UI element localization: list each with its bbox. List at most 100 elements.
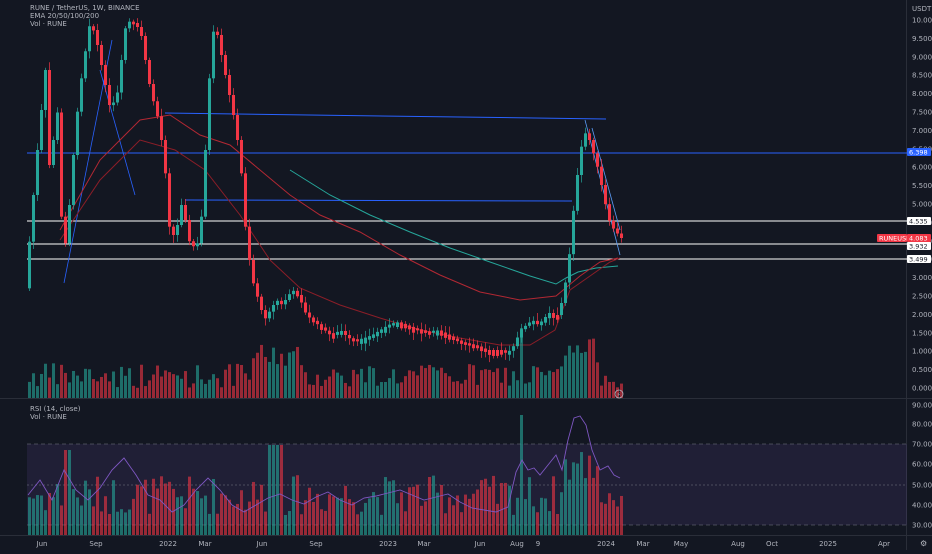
candle[interactable] [284,300,287,305]
candle[interactable] [188,220,191,242]
candle[interactable] [588,133,591,140]
candle[interactable] [392,323,395,326]
candle[interactable] [408,325,411,330]
candle[interactable] [356,339,359,342]
candle[interactable] [292,290,295,295]
candle[interactable] [596,153,599,167]
candle[interactable] [148,60,151,84]
candle[interactable] [164,140,167,174]
candle[interactable] [252,260,255,284]
candle[interactable] [552,313,555,318]
candle[interactable] [204,150,207,217]
candle[interactable] [616,228,619,234]
candle[interactable] [600,166,603,185]
candle[interactable] [412,326,415,333]
candle[interactable] [416,328,419,331]
candle[interactable] [452,336,455,341]
candle[interactable] [272,305,275,312]
candle[interactable] [200,216,203,244]
candle[interactable] [228,75,231,95]
candle[interactable] [308,312,311,318]
candle[interactable] [360,338,363,344]
candle[interactable] [256,283,259,297]
candle[interactable] [60,112,63,217]
candle[interactable] [448,334,451,340]
candle[interactable] [396,322,399,327]
candle[interactable] [516,337,519,347]
candle[interactable] [472,344,475,349]
ema-line[interactable] [59,139,621,346]
candle[interactable] [496,350,499,356]
ema-line[interactable] [59,114,619,301]
ema-legend[interactable]: EMA 20/50/100/200 [30,12,100,20]
candle[interactable] [536,320,539,325]
candle[interactable] [348,335,351,339]
candle[interactable] [436,330,439,336]
candle[interactable] [504,350,507,353]
currency-label[interactable]: USDT [912,5,932,13]
candle[interactable] [404,323,407,329]
candle[interactable] [344,331,347,335]
candle[interactable] [128,21,131,29]
candle[interactable] [352,338,355,342]
candle[interactable] [168,173,171,227]
candle[interactable] [268,311,271,319]
candle[interactable] [172,226,175,235]
candle[interactable] [300,295,303,303]
candle[interactable] [240,140,243,174]
rsi-title[interactable]: RSI (14, close) [30,405,81,413]
candle[interactable] [276,300,279,305]
candle[interactable] [244,173,247,227]
candle[interactable] [48,70,51,165]
candle[interactable] [568,254,571,283]
candle[interactable] [112,102,115,106]
candle[interactable] [288,294,291,300]
candle[interactable] [444,332,447,338]
candle[interactable] [224,55,227,75]
candle[interactable] [124,28,127,60]
candle[interactable] [460,340,463,344]
candle[interactable] [120,60,123,93]
candle[interactable] [380,329,383,333]
candle[interactable] [532,320,535,325]
candle[interactable] [464,342,467,345]
trend-line[interactable] [591,127,621,231]
candle[interactable] [136,23,139,27]
candle[interactable] [264,310,267,319]
candle[interactable] [192,241,195,247]
candle[interactable] [104,65,107,85]
ema-line[interactable] [289,169,619,285]
candle[interactable] [36,150,39,195]
candle[interactable] [432,330,435,333]
candle[interactable] [40,110,43,150]
candle[interactable] [180,205,183,225]
candle[interactable] [312,317,315,323]
candle[interactable] [320,324,323,330]
candle[interactable] [176,225,179,235]
candle[interactable] [476,345,479,349]
candle[interactable] [456,338,459,342]
candle[interactable] [208,78,211,150]
candle[interactable] [564,282,567,304]
candle[interactable] [100,45,103,65]
candle[interactable] [304,302,307,313]
candle[interactable] [508,350,511,355]
candle[interactable] [156,101,159,117]
candle[interactable] [548,313,551,319]
candle[interactable] [560,303,563,315]
candle[interactable] [236,115,239,140]
candle[interactable] [528,322,531,326]
candle[interactable] [68,205,71,244]
candle[interactable] [324,327,327,331]
rsi-vol-legend[interactable]: Vol · RUNE [30,413,67,421]
candle[interactable] [440,330,443,336]
candle[interactable] [572,210,575,255]
candle[interactable] [540,321,543,326]
candle[interactable] [132,21,135,25]
candle[interactable] [96,30,99,45]
candle[interactable] [216,31,219,35]
trend-line[interactable] [584,119,621,256]
candle[interactable] [336,331,339,335]
candle[interactable] [388,324,391,328]
